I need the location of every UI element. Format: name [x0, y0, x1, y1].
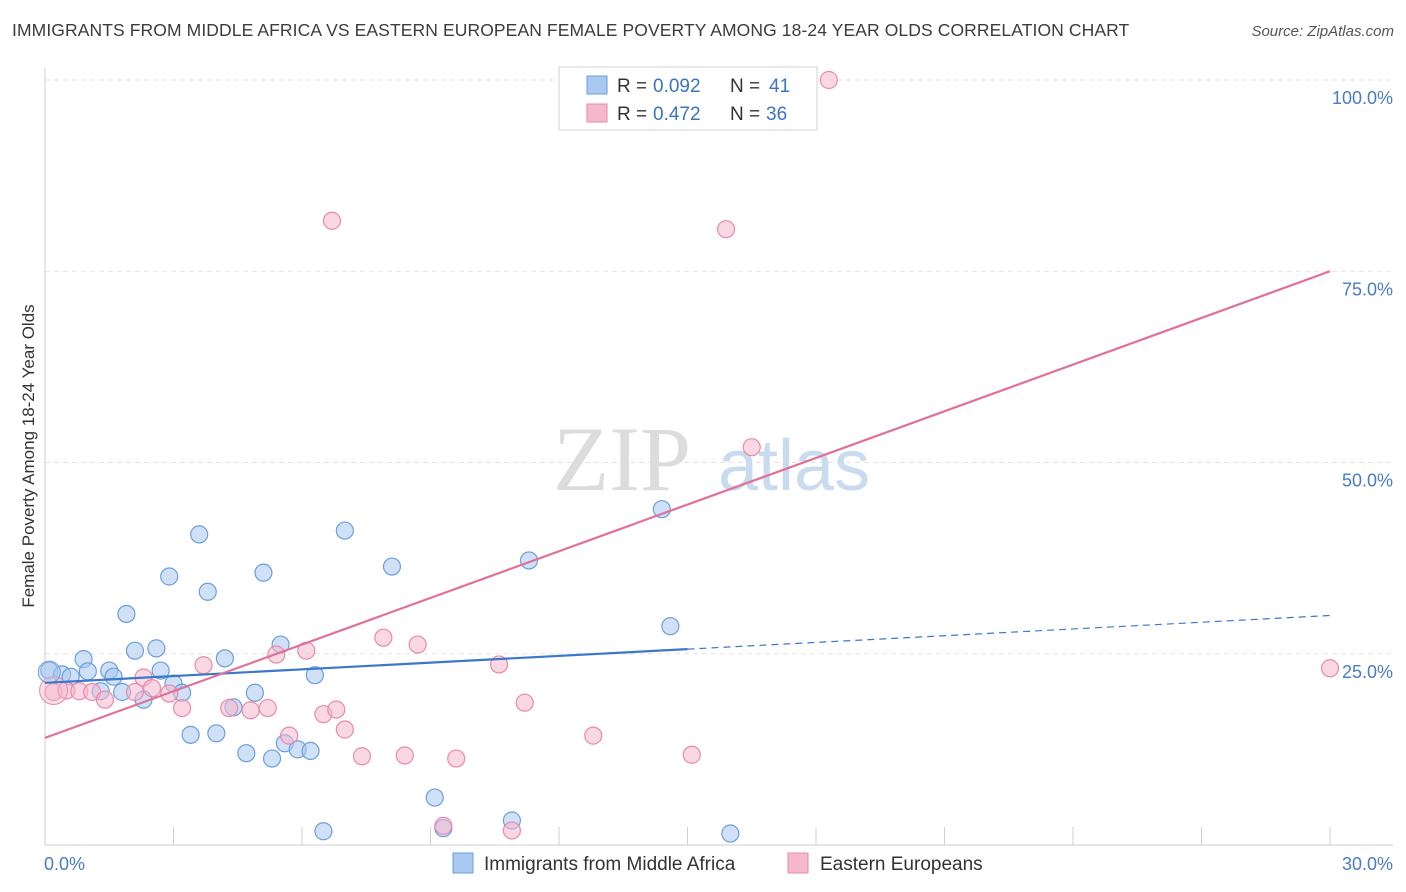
y-axis-label: Female Poverty Among 18-24 Year Olds	[19, 304, 38, 607]
series-legend-label-pink: Eastern Europeans	[820, 854, 983, 875]
blue-point-31	[305, 666, 324, 685]
blue-point-20	[207, 724, 226, 743]
pink-point-19	[335, 720, 354, 739]
blue-point-32	[314, 822, 333, 841]
blue-point-21	[215, 649, 234, 668]
pink-point-31	[682, 745, 701, 764]
blue-point-12	[147, 639, 166, 658]
blue-point-10	[125, 641, 145, 660]
y-tick-label-2: 75.0%	[1342, 279, 1393, 299]
pink-point-36	[1320, 659, 1340, 678]
stats-legend-n-label-pink: N =	[730, 104, 760, 125]
pink-point-4	[95, 690, 115, 709]
stats-legend-r-value-pink: 0.472	[653, 104, 701, 125]
axes	[44, 68, 1393, 846]
stats-legend: R = 0.092 N = 41 R = 0.472 N = 36	[558, 66, 818, 131]
chart-title: IMMIGRANTS FROM MIDDLE AFRICA VS EASTERN…	[12, 20, 1130, 40]
stats-legend-r-label-blue: R =	[617, 76, 647, 97]
pink-point-12	[241, 701, 260, 720]
blue-point-26	[262, 749, 282, 768]
grid-lines	[45, 79, 1393, 655]
pink-trend-line	[44, 270, 1331, 739]
series-legend-label-blue: Immigrants from Middle Africa	[484, 854, 736, 875]
stats-legend-n-value-blue: 41	[769, 76, 790, 97]
blue-point-13	[151, 661, 170, 680]
pink-point-11	[220, 698, 239, 718]
series-legend-swatch-blue	[452, 852, 474, 874]
watermark-zip: ZIP	[553, 408, 691, 510]
y-tick-labels: 25.0% 50.0% 75.0% 100.0%	[1332, 88, 1393, 682]
x-tick-label-0: 0.0%	[44, 854, 85, 874]
pink-point-22	[395, 746, 414, 765]
blue-point-39	[721, 824, 740, 843]
stats-legend-r-label-pink: R =	[617, 104, 647, 125]
pink-point-37	[322, 211, 342, 230]
pink-point-33	[742, 438, 761, 457]
pink-point-21	[374, 628, 393, 647]
blue-point-25	[254, 563, 273, 582]
blue-point-4	[78, 662, 97, 681]
blue-point-30	[301, 741, 320, 761]
pink-point-7	[142, 679, 162, 698]
blue-point-17	[181, 725, 200, 744]
y-tick-label-1: 50.0%	[1342, 471, 1393, 491]
series-legend: Immigrants from Middle Africa Eastern Eu…	[452, 852, 983, 875]
blue-point-33	[335, 521, 354, 540]
pink-point-20	[352, 747, 372, 766]
pink-point-35	[819, 70, 838, 90]
series-legend-swatch-pink	[787, 852, 809, 874]
blue-point-35	[425, 788, 444, 807]
pink-point-23	[408, 635, 427, 654]
trend-lines	[44, 270, 1331, 739]
pink-point-9	[172, 698, 192, 718]
pink-point-27	[502, 821, 521, 840]
blue-trend-extension	[687, 614, 1331, 650]
stats-legend-r-value-blue: 0.092	[653, 76, 701, 97]
x-tick-label-1: 30.0%	[1342, 854, 1393, 874]
pink-point-24	[447, 749, 466, 768]
data-points	[37, 70, 1340, 843]
y-tick-label-0: 25.0%	[1342, 662, 1393, 682]
pink-point-15	[280, 726, 299, 745]
stats-legend-swatch-blue	[586, 75, 608, 95]
blue-point-19	[198, 582, 217, 601]
blue-point-23	[237, 744, 256, 763]
blue-point-7	[104, 667, 123, 686]
blue-point-9	[117, 604, 136, 624]
pink-point-26	[515, 693, 534, 712]
pink-point-5	[125, 682, 145, 702]
stats-legend-n-label-blue: N =	[730, 76, 760, 97]
blue-point-14	[160, 567, 179, 586]
y-tick-label-3: 100.0%	[1332, 88, 1393, 108]
blue-trend-line	[44, 648, 688, 684]
blue-point-18	[190, 525, 209, 544]
blue-point-40	[661, 617, 680, 636]
pink-point-30	[584, 726, 603, 745]
pink-point-10	[194, 656, 213, 675]
x-tick-labels: 0.0% 30.0%	[44, 854, 1393, 874]
watermark: ZIP atlas	[553, 408, 870, 510]
blue-point-24	[245, 683, 264, 702]
blue-cluster-point	[37, 660, 61, 684]
pink-point-28	[434, 816, 453, 835]
stats-legend-swatch-pink	[586, 103, 608, 123]
source-credit: Source: ZipAtlas.com	[1251, 23, 1394, 40]
pink-point-32	[716, 220, 736, 239]
blue-point-34	[382, 557, 402, 576]
stats-legend-n-value-pink: 36	[766, 104, 787, 125]
pink-point-13	[258, 698, 277, 718]
pink-point-18	[327, 700, 346, 719]
